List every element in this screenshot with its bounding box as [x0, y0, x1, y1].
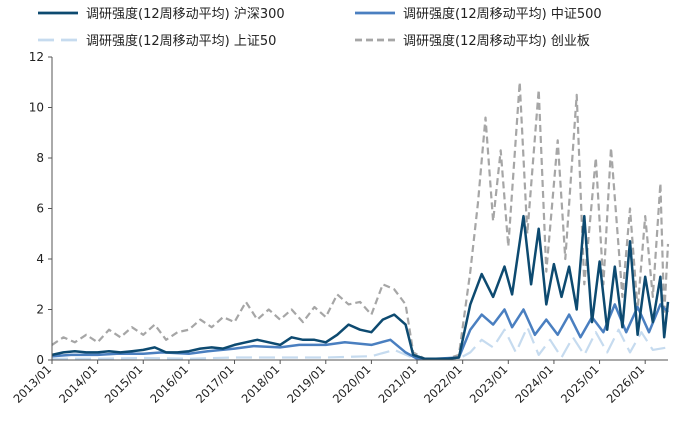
x-tick-label: 2021/01 — [375, 362, 419, 406]
x-tick-label: 2026/01 — [604, 362, 648, 406]
x-tick-label: 2017/01 — [193, 362, 237, 406]
x-tick-label: 2018/01 — [239, 362, 283, 406]
x-tick-label: 2013/01 — [10, 362, 54, 406]
y-tick-label: 6 — [36, 202, 44, 216]
x-tick-label: 2019/01 — [284, 362, 328, 406]
x-tick-label: 2015/01 — [102, 362, 146, 406]
plot-area — [51, 81, 670, 361]
y-tick-label: 2 — [36, 303, 44, 317]
legend-label-3: 调研强度(12周移动平均) 创业板 — [403, 33, 590, 49]
x-tick-label: 2025/01 — [558, 362, 602, 406]
legend-label-0: 调研强度(12周移动平均) 沪深300 — [86, 6, 285, 22]
series-line-0 — [51, 214, 670, 360]
x-tick-label: 2024/01 — [512, 362, 556, 406]
legend-label-1: 调研强度(12周移动平均) 中证500 — [403, 6, 602, 22]
x-tick-label: 2020/01 — [330, 362, 374, 406]
legend: 调研强度(12周移动平均) 沪深300 调研强度(12周移动平均) 中证500 调研… — [38, 6, 602, 49]
y-tick-label: 0 — [36, 353, 44, 367]
series-line-3 — [51, 81, 670, 360]
x-tick-label: 2016/01 — [147, 362, 191, 406]
x-tick-label: 2022/01 — [421, 362, 465, 406]
y-tick-label: 10 — [29, 101, 44, 115]
y-tick-label: 8 — [36, 151, 44, 165]
legend-label-2: 调研强度(12周移动平均) 上证50 — [86, 33, 276, 49]
x-tick-label: 2014/01 — [56, 362, 100, 406]
x-tick-label: 2023/01 — [467, 362, 511, 406]
y-tick-label: 4 — [36, 252, 44, 266]
series-line-2 — [52, 326, 669, 361]
y-tick-label: 12 — [29, 50, 44, 64]
